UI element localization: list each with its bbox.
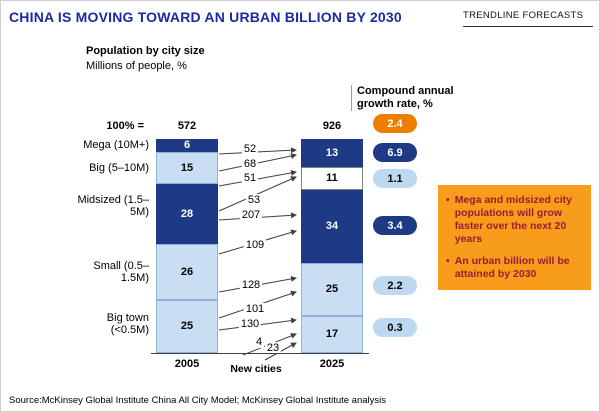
bar-2005: 6 15 28 26 25 [156,139,218,353]
category-label-big: Big (5–10M) [89,162,149,174]
category-label-bigtown: Big town (<0.5M) [106,312,149,336]
flow-value-52: 52 [241,143,259,155]
category-label-small: Small (0.5–1.5M) [93,260,149,284]
cagr-midsized-badge: 3.4 [373,216,417,235]
segment-2025-big: 11 [301,167,363,190]
new-cities-label: New cities [230,363,282,375]
segment-2005-mega: 6 [156,139,218,152]
callout-bullet-2: • An urban billion will be attained by 2… [446,255,583,281]
segment-2025-small: 25 [301,263,363,316]
segment-2025-mega: 13 [301,139,363,167]
cagr-column-header: Compound annual growth rate, % [357,85,454,110]
flow-value-130: 130 [238,318,262,330]
total-2025: 926 [322,120,342,132]
chart-subtitle: Population by city size [86,45,205,57]
total-2005: 572 [177,120,197,132]
cagr-bigtown-badge: 0.3 [373,318,417,337]
axis-year-2005: 2005 [174,358,200,370]
segment-2025-midsized: 34 [301,190,363,263]
callout-box: • Mega and midsized city populations wil… [438,185,591,290]
flow-value-207: 207 [239,209,263,221]
flow-value-109: 109 [243,239,267,251]
base-100pct-label: 100% = [106,120,144,132]
segment-2005-big: 15 [156,152,218,184]
category-label-midsized: Midsized (1.5–5M) [77,194,149,218]
cagr-small-badge: 2.2 [373,276,417,295]
cagr-big-badge: 1.1 [373,169,417,188]
segment-2005-small: 26 [156,244,218,300]
segment-2005-bigtown: 25 [156,300,218,353]
page-title: CHINA IS MOVING TOWARD AN URBAN BILLION … [9,9,402,25]
bullet-icon: • [446,255,450,267]
cagr-divider-line [351,85,352,111]
source-line: Source:McKinsey Global Institute China A… [9,395,386,406]
cagr-total-badge: 2.4 [373,114,417,133]
callout-bullet-1: • Mega and midsized city populations wil… [446,194,583,246]
segment-2005-midsized: 28 [156,184,218,244]
baseline-axis [151,353,369,354]
flow-value-68: 68 [241,158,259,170]
callout-text-2: An urban billion will be attained by 203… [454,255,570,280]
chart-unit-label: Millions of people, % [86,60,187,72]
cagr-mega-badge: 6.9 [373,143,417,162]
axis-year-2025: 2025 [319,358,345,370]
flow-value-4: 4 [253,336,265,348]
flow-value-51: 51 [241,172,259,184]
category-label-mega: Mega (10M+) [83,139,149,151]
flow-value-23: 23 [264,342,282,354]
trendline-forecasts-label: TRENDLINE FORECASTS [463,10,593,27]
bar-2025: 13 11 34 25 17 [301,139,363,353]
flow-value-101: 101 [243,303,267,315]
segment-2025-bigtown: 17 [301,316,363,353]
flow-value-53: 53 [245,194,263,206]
callout-text-1: Mega and midsized city populations will … [454,194,572,245]
bullet-icon: • [446,194,450,206]
flow-value-128: 128 [239,279,263,291]
